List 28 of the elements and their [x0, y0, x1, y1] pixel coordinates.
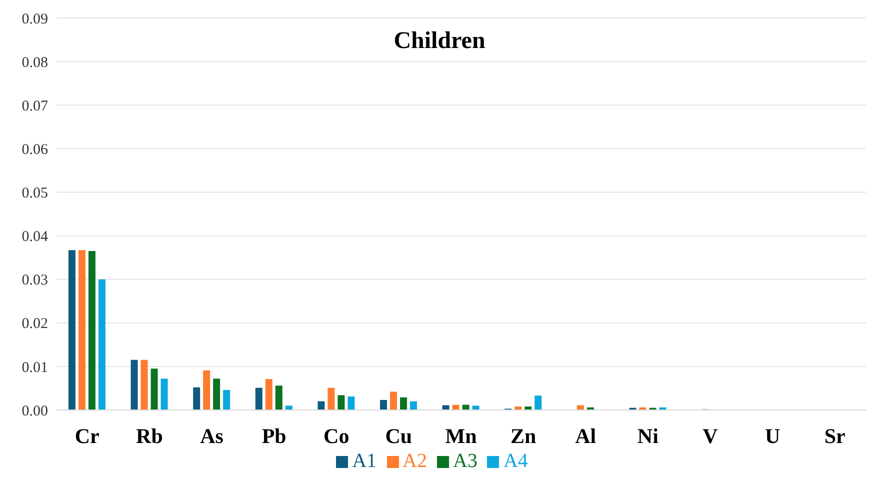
x-tick-label: Zn [510, 424, 536, 448]
legend-label: A3 [453, 450, 478, 472]
y-tick-label: 0.03 [22, 272, 48, 289]
x-tick-label: Al [575, 424, 596, 448]
x-tick-label: Cu [385, 424, 412, 448]
legend-label: A2 [402, 450, 427, 472]
y-tick-label: 0.04 [22, 229, 48, 246]
x-tick-label: Co [324, 424, 350, 448]
y-tick-label: 0.07 [22, 98, 48, 114]
x-tick-label: Mn [445, 424, 478, 448]
x-tick-label: Rb [136, 424, 163, 448]
y-tick-label: 0.09 [22, 11, 48, 28]
legend-label: A4 [503, 450, 528, 472]
x-tick-label: Ni [637, 424, 659, 448]
x-tick-label: As [200, 424, 224, 448]
chart-title: Children [392, 28, 486, 55]
x-tick-label: Sr [824, 424, 846, 448]
y-tick-label: 0.05 [22, 186, 48, 202]
x-tick-label: V [702, 424, 718, 448]
x-tick-label: U [764, 424, 780, 448]
x-tick-label: Pb [262, 424, 286, 448]
y-tick-label: 0.01 [22, 360, 48, 376]
y-tick-label: 0.02 [22, 316, 48, 332]
y-tick-label: 0.00 [22, 403, 48, 420]
y-tick-label: 0.06 [22, 142, 48, 158]
y-tick-label: 0.08 [22, 54, 48, 71]
legend-label: A1 [352, 450, 377, 472]
x-tick-label: Cr [74, 424, 100, 448]
